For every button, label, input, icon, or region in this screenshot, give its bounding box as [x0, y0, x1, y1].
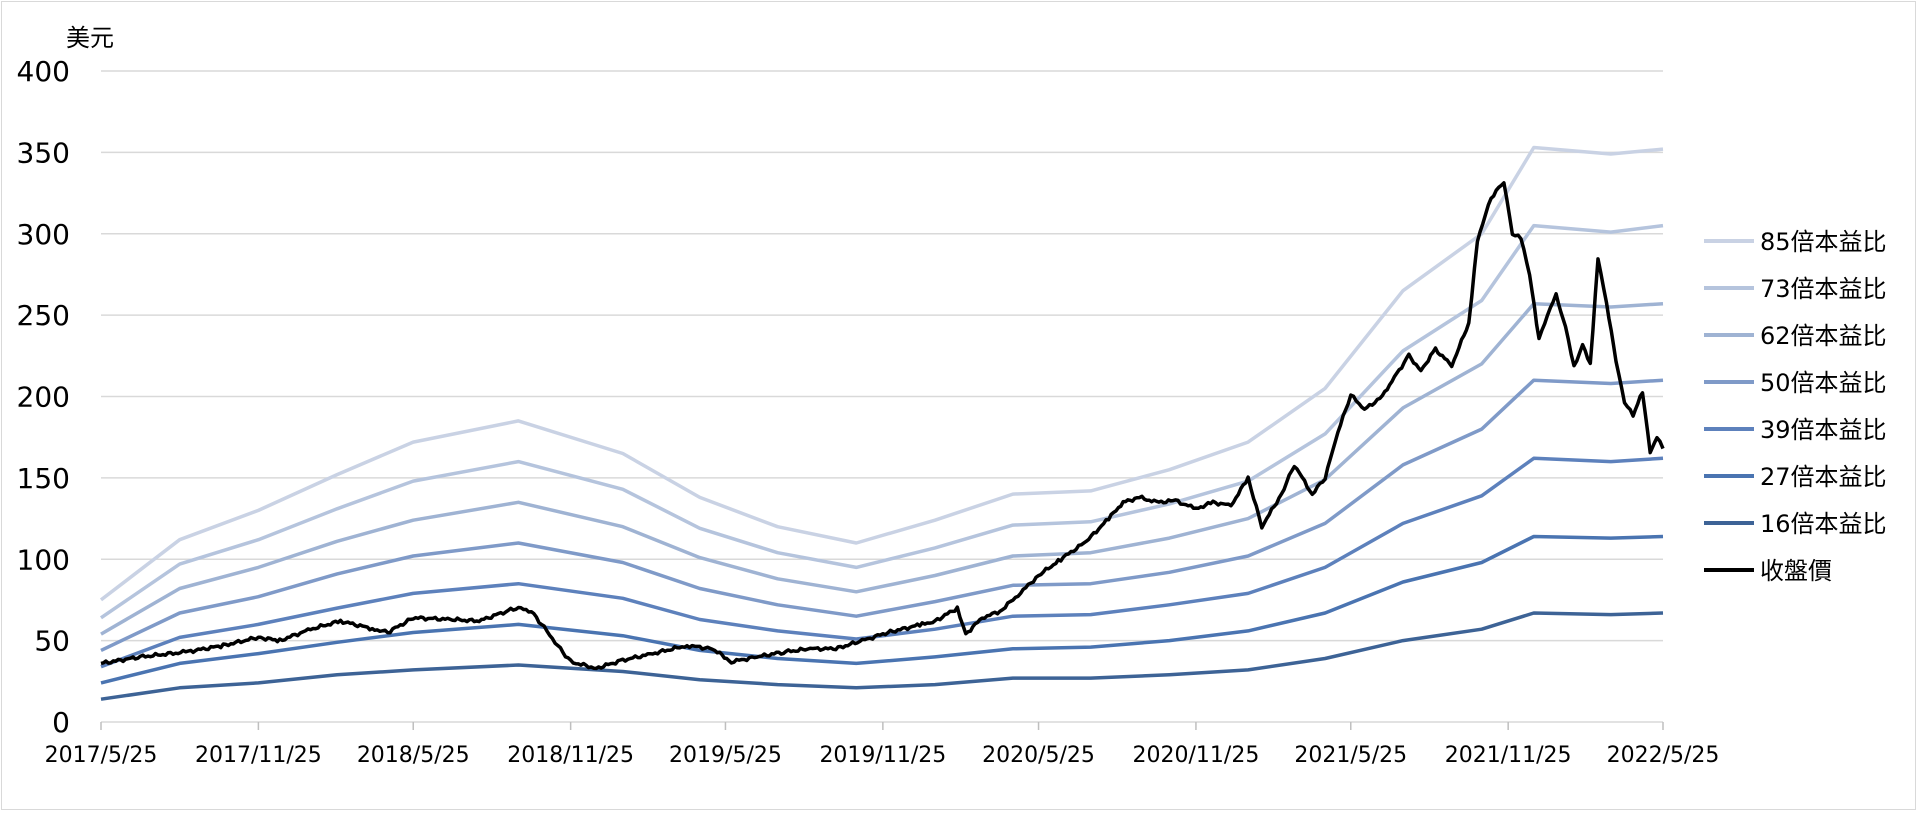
gridlines [101, 70, 1663, 723]
legend-label: 73倍本益比 [1760, 275, 1887, 303]
band-line-73倍本益比 [100, 223, 1664, 620]
y-tick-label: 250 [17, 299, 70, 332]
legend-label: 27倍本益比 [1760, 463, 1887, 491]
y-tick-label: 150 [17, 462, 70, 495]
x-tick-labels: 2017/5/25 2017/11/25 2018/5/25 2018/11/25 20… [45, 722, 1720, 768]
x-tick-label: 2021/5/25 [1294, 743, 1407, 768]
band-line-85倍本益比 [99, 145, 1664, 602]
x-tick-label: 2021/11/25 [1445, 743, 1572, 768]
price-line [100, 181, 1665, 671]
y-tick-label: 400 [17, 55, 70, 88]
y-tick-label: 200 [17, 381, 70, 414]
price-series [100, 181, 1665, 671]
x-tick-label: 2020/11/25 [1133, 743, 1260, 768]
legend-item: 85倍本益比 [1704, 228, 1887, 256]
band-line-27倍本益比 [100, 534, 1664, 685]
legend-item: 50倍本益比 [1704, 369, 1887, 397]
x-tick-label: 2017/5/25 [45, 743, 158, 768]
legend-item: 73倍本益比 [1704, 275, 1887, 303]
legend-label: 收盤價 [1760, 557, 1832, 585]
y-tick-label: 100 [17, 543, 70, 576]
legend-item: 收盤價 [1704, 557, 1832, 585]
x-tick-label: 2020/5/25 [982, 743, 1095, 768]
pe-band-series [99, 145, 1664, 701]
x-tick-label: 2019/5/25 [669, 743, 782, 768]
legend-item: 39倍本益比 [1704, 416, 1887, 444]
x-tick-label: 2022/5/25 [1607, 743, 1720, 768]
y-tick-label: 0 [52, 706, 70, 739]
legend-label: 16倍本益比 [1760, 510, 1887, 538]
y-tick-label: 300 [17, 218, 70, 251]
x-tick-label: 2018/5/25 [357, 743, 470, 768]
legend-label: 50倍本益比 [1760, 369, 1887, 397]
y-tick-label: 50 [34, 625, 70, 658]
legend-item: 27倍本益比 [1704, 463, 1887, 491]
band-line-39倍本益比 [100, 456, 1664, 669]
x-tick-label: 2018/11/25 [507, 743, 634, 768]
legend-item: 62倍本益比 [1704, 322, 1887, 350]
y-axis-unit-label: 美元 [66, 24, 114, 52]
band-line-50倍本益比 [100, 378, 1664, 652]
legend-label: 85倍本益比 [1760, 228, 1887, 256]
legend-item: 16倍本益比 [1704, 510, 1887, 538]
x-tick-label: 2019/11/25 [819, 743, 946, 768]
legend-label: 62倍本益比 [1760, 322, 1887, 350]
x-tick-label: 2017/11/25 [195, 743, 322, 768]
legend-label: 39倍本益比 [1760, 416, 1887, 444]
y-tick-label: 350 [17, 136, 70, 169]
y-tick-labels: 0 50 100 150 200 250 300 350 400 [17, 55, 70, 739]
band-line-62倍本益比 [100, 301, 1664, 636]
band-line-16倍本益比 [100, 611, 1664, 701]
legend: 85倍本益比 73倍本益比 62倍本益比 50倍本益比 39倍本益比 27倍本益比 16倍本… [1704, 228, 1887, 585]
